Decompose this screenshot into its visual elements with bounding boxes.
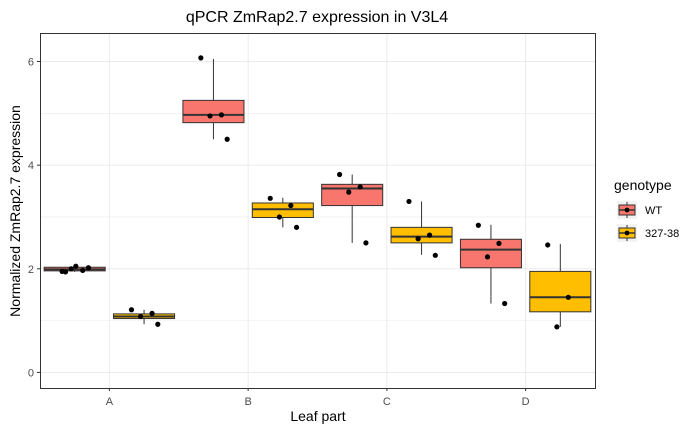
box-body	[390, 226, 453, 244]
data-point	[138, 313, 144, 320]
legend-key-point	[624, 207, 630, 213]
data-point	[475, 222, 481, 228]
data-point	[545, 242, 551, 248]
data-point	[207, 113, 213, 119]
box-body	[182, 99, 245, 124]
y-tick-label: 2	[28, 264, 34, 276]
data-point	[218, 112, 225, 118]
box-327-38-C	[390, 198, 453, 258]
legend-item-WT: WT	[617, 201, 662, 219]
y-tick-label: 4	[28, 160, 34, 172]
data-point	[288, 202, 294, 209]
boxplot-series	[43, 55, 592, 330]
y-axis-title: Normalized ZmRap2.7 expression	[7, 105, 23, 317]
box-body	[321, 183, 384, 207]
plot-panel-border	[40, 33, 596, 389]
data-point	[363, 240, 369, 246]
box-body	[251, 202, 314, 218]
data-point	[432, 252, 438, 258]
data-point	[293, 224, 300, 230]
x-tick-label: A	[106, 396, 114, 408]
data-point	[267, 195, 273, 201]
data-point	[62, 269, 69, 275]
data-point	[336, 171, 343, 178]
data-point	[502, 300, 508, 307]
data-point	[346, 189, 352, 195]
y-tick-label: 0	[28, 367, 34, 379]
data-point	[565, 294, 571, 300]
legend-key-point	[624, 230, 630, 236]
box-327-38-B	[251, 195, 314, 230]
legend-label: 327-38	[645, 228, 679, 240]
box-WT-C	[321, 171, 384, 246]
x-tick-label: D	[522, 396, 530, 408]
legend-title: genotype	[614, 177, 672, 193]
data-point	[484, 254, 491, 260]
x-tick-label: B	[244, 396, 251, 408]
data-point	[406, 198, 412, 205]
y-axis: 0 2 4 6	[28, 57, 40, 379]
data-point	[85, 265, 92, 271]
data-point	[155, 321, 161, 327]
box-WT-A	[43, 263, 106, 275]
data-point	[224, 136, 230, 142]
data-point	[426, 232, 433, 238]
data-point	[149, 310, 155, 316]
box-body	[459, 238, 522, 269]
y-tick-label: 6	[28, 57, 34, 69]
gridlines	[40, 33, 595, 388]
data-point	[276, 214, 282, 220]
box-WT-D	[459, 222, 522, 307]
box-327-38-A	[113, 307, 176, 327]
legend: genotype WT 327-38	[614, 177, 679, 242]
box-WT-B	[182, 55, 245, 142]
box-body	[529, 270, 592, 313]
chart-title: qPCR ZmRap2.7 expression in V3L4	[186, 9, 448, 26]
data-point	[73, 263, 79, 269]
data-point	[415, 236, 421, 242]
legend-label: WT	[645, 205, 662, 217]
data-point	[496, 240, 502, 247]
x-tick-label: C	[383, 396, 391, 408]
data-point	[554, 324, 560, 330]
data-point	[357, 184, 363, 190]
data-point	[198, 55, 204, 61]
x-axis-title: Leaf part	[290, 408, 345, 424]
box-327-38-D	[529, 242, 592, 330]
legend-item-327-38: 327-38	[617, 224, 679, 242]
data-point	[68, 266, 74, 272]
data-point	[128, 307, 135, 313]
x-axis: A B C D	[106, 388, 530, 408]
data-point	[80, 267, 86, 273]
